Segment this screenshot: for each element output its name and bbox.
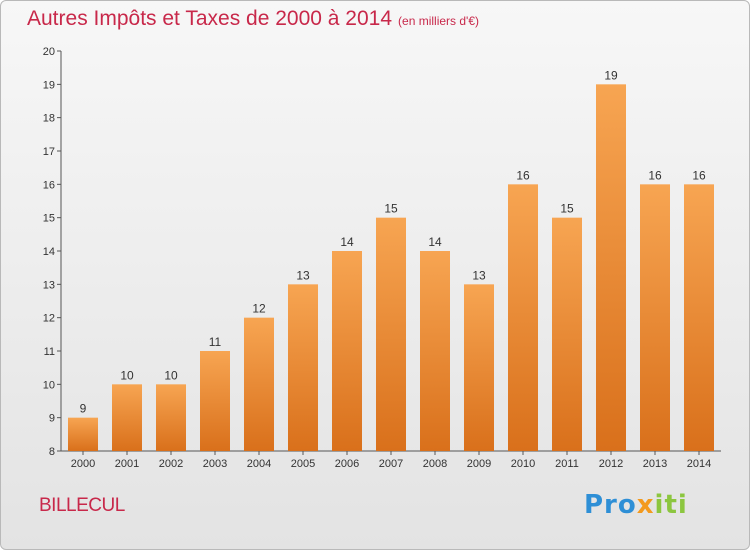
y-tick-label: 12 bbox=[43, 313, 55, 325]
bars bbox=[68, 84, 714, 452]
bar-value-label: 9 bbox=[80, 402, 87, 416]
y-tick-label: 16 bbox=[43, 179, 55, 191]
x-tick-label: 2000 bbox=[71, 458, 95, 470]
bar-value-label: 15 bbox=[384, 202, 398, 216]
bar bbox=[684, 184, 714, 452]
bar bbox=[288, 284, 318, 451]
bar bbox=[464, 284, 494, 451]
bar bbox=[244, 317, 274, 451]
bar-value-label: 10 bbox=[120, 368, 134, 382]
x-tick-label: 2005 bbox=[291, 458, 315, 470]
bar-value-label: 16 bbox=[516, 168, 530, 182]
x-tick-label: 2008 bbox=[423, 458, 447, 470]
y-tick-label: 17 bbox=[43, 146, 55, 158]
y-tick-label: 11 bbox=[44, 346, 55, 358]
x-tick-label: 2001 bbox=[115, 458, 139, 470]
bar-value-label: 11 bbox=[209, 335, 222, 349]
bar-value-label: 19 bbox=[604, 68, 618, 82]
bar bbox=[68, 417, 98, 451]
chart-title-text: Autres Impôts et Taxes de 2000 à 2014 bbox=[27, 7, 393, 30]
chart-title: Autres Impôts et Taxes de 2000 à 2014 (en… bbox=[27, 7, 479, 31]
x-tick-label: 2004 bbox=[247, 458, 271, 470]
bar-value-label: 14 bbox=[340, 235, 354, 249]
bar-value-label: 12 bbox=[252, 302, 266, 316]
y-tick-label: 15 bbox=[43, 213, 55, 225]
bar bbox=[552, 217, 582, 451]
bar bbox=[332, 251, 362, 451]
bar bbox=[156, 384, 186, 451]
data-labels: 9 10 10 11 12 13 14 15 14 13 16 15 19 16 16 bbox=[80, 68, 706, 415]
bar bbox=[376, 217, 406, 451]
y-tick-label: 13 bbox=[43, 279, 55, 291]
bar bbox=[508, 184, 538, 452]
x-tick-label: 2002 bbox=[159, 458, 183, 470]
x-tick-label: 2011 bbox=[555, 458, 579, 470]
bar bbox=[112, 384, 142, 451]
bar-value-label: 15 bbox=[560, 202, 574, 216]
y-tick-label: 10 bbox=[43, 379, 55, 391]
y-tick-label: 18 bbox=[43, 113, 55, 125]
bar bbox=[596, 84, 626, 451]
bar-value-label: 13 bbox=[296, 268, 310, 282]
bar-value-label: 10 bbox=[164, 368, 178, 382]
bar bbox=[200, 351, 230, 451]
y-tick-label: 20 bbox=[43, 46, 55, 58]
y-tick-label: 19 bbox=[43, 79, 55, 91]
bar bbox=[640, 184, 670, 452]
y-tick-label: 14 bbox=[43, 246, 55, 258]
y-tick-label: 8 bbox=[49, 446, 55, 458]
chart-unit: (en milliers d'€) bbox=[398, 14, 480, 28]
commune-name: BILLECUL bbox=[39, 495, 125, 516]
bar-value-label: 13 bbox=[472, 268, 486, 282]
bar-value-label: 16 bbox=[692, 168, 706, 182]
x-tick-label: 2007 bbox=[379, 458, 403, 470]
logo-part-2: x bbox=[636, 490, 655, 520]
x-tick-label: 2014 bbox=[687, 458, 711, 470]
y-tick-label: 9 bbox=[49, 413, 55, 425]
x-tick-label: 2012 bbox=[599, 458, 623, 470]
bar-value-label: 14 bbox=[428, 235, 442, 249]
logo-part-3: iti bbox=[654, 490, 688, 520]
logo-part-1: Pro bbox=[584, 490, 637, 520]
x-tick-label: 2006 bbox=[335, 458, 359, 470]
proxiti-logo: Proxiti bbox=[584, 490, 688, 520]
bar bbox=[420, 251, 450, 451]
x-tick-label: 2009 bbox=[467, 458, 491, 470]
x-tick-label: 2010 bbox=[511, 458, 535, 470]
x-tick-label: 2003 bbox=[203, 458, 227, 470]
x-tick-label: 2013 bbox=[643, 458, 667, 470]
bar-value-label: 16 bbox=[648, 168, 662, 182]
